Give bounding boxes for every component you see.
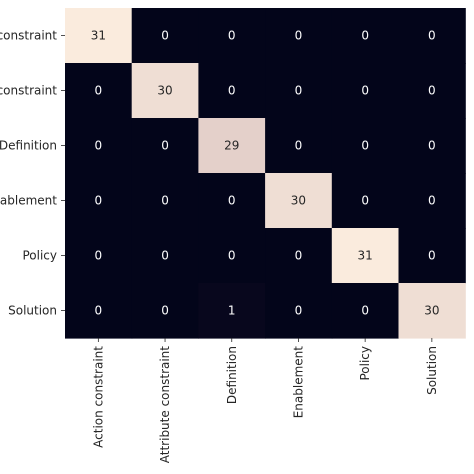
heatmap-cell-r3-c2 xyxy=(198,173,266,229)
cell-value-r5-c1: 0 xyxy=(161,304,169,318)
cell-value-r1-c4: 0 xyxy=(361,84,369,98)
heatmap-cell-r5-c2 xyxy=(198,283,266,339)
heatmap-cell-r5-c3 xyxy=(265,283,333,339)
heatmap-cell-r0-c0 xyxy=(65,8,133,64)
heatmap-cell-r2-c4 xyxy=(331,118,400,174)
cell-value-r0-c0: 31 xyxy=(91,29,106,43)
heatmap-cell-r3-c0 xyxy=(65,173,133,229)
cell-value-r2-c4: 0 xyxy=(361,139,369,153)
heatmap-cell-r1-c5 xyxy=(398,63,466,119)
cell-value-r0-c4: 0 xyxy=(361,29,369,43)
heatmap-cell-r4-c0 xyxy=(65,228,133,284)
cell-value-r0-c5: 0 xyxy=(428,29,436,43)
x-tick-label-4: Policy xyxy=(358,346,372,381)
x-tick-label-0: Action constraint xyxy=(91,346,105,448)
heatmap-cell-r5-c4 xyxy=(331,283,400,339)
heatmap-cell-r1-c3 xyxy=(265,63,333,119)
cell-value-r5-c4: 0 xyxy=(361,304,369,318)
heatmap-cell-r2-c2 xyxy=(198,118,266,174)
cell-value-r2-c3: 0 xyxy=(295,139,303,153)
y-tick-label-1: constraint xyxy=(0,84,57,98)
x-tick-label-3: Enablement xyxy=(291,346,305,419)
cell-value-r4-c4: 31 xyxy=(358,249,373,263)
heatmap-cell-r5-c5 xyxy=(398,283,466,339)
cell-value-r1-c1: 30 xyxy=(157,84,172,98)
heatmap-cell-r0-c2 xyxy=(198,8,266,64)
cell-value-r5-c5: 30 xyxy=(424,304,439,318)
cell-value-r1-c2: 0 xyxy=(228,84,236,98)
y-tick-labels: constraint constraint Definition ablement Po… xyxy=(0,29,65,318)
cell-value-r1-c5: 0 xyxy=(428,84,436,98)
cell-value-r1-c0: 0 xyxy=(95,84,103,98)
cell-value-r2-c5: 0 xyxy=(428,139,436,153)
heatmap-cell-r4-c5 xyxy=(398,228,466,284)
cell-value-r2-c1: 0 xyxy=(161,139,169,153)
heatmap-cell-r3-c3 xyxy=(265,173,333,229)
heatmap-cell-r2-c5 xyxy=(398,118,466,174)
heatmap-cell-r4-c2 xyxy=(198,228,266,284)
cell-value-r5-c0: 0 xyxy=(95,304,103,318)
cell-value-r0-c1: 0 xyxy=(161,29,169,43)
cell-value-r1-c3: 0 xyxy=(295,84,303,98)
heatmap-cell-r0-c3 xyxy=(265,8,333,64)
heatmap-cell-r1-c1 xyxy=(131,63,199,119)
heatmap-cell-r0-c4 xyxy=(331,8,400,64)
cell-value-r5-c3: 0 xyxy=(295,304,303,318)
heatmap-cell-r2-c0 xyxy=(65,118,133,174)
y-tick-label-5: Solution xyxy=(8,304,57,318)
cell-value-r2-c0: 0 xyxy=(95,139,103,153)
heatmap-cell-r3-c5 xyxy=(398,173,466,229)
cell-value-r0-c3: 0 xyxy=(295,29,303,43)
heatmap-cell-r3-c4 xyxy=(331,173,400,229)
heatmap-cell-r2-c3 xyxy=(265,118,333,174)
cell-value-r3-c2: 0 xyxy=(228,194,236,208)
heatmap-cell-r1-c0 xyxy=(65,63,133,119)
cell-annotations: 31 0 0 0 0 0 0 30 0 0 0 0 0 0 29 0 0 0 0 0 0 30 0 0 0 0 0 0 31 0 0 0 1 0 0… xyxy=(91,29,440,318)
cell-value-r5-c2: 1 xyxy=(228,304,236,318)
cell-value-r4-c3: 0 xyxy=(295,249,303,263)
heatmap-cells xyxy=(65,8,466,339)
heatmap-cell-r4-c4 xyxy=(331,228,400,284)
heatmap-cell-r0-c5 xyxy=(398,8,466,64)
x-tick-label-2: Definition xyxy=(225,346,239,404)
cell-value-r3-c1: 0 xyxy=(161,194,169,208)
x-tick-label-1: Attribute constraint xyxy=(158,346,172,464)
y-tick-label-3: ablement xyxy=(0,194,57,208)
cell-value-r0-c2: 0 xyxy=(228,29,236,43)
cell-value-r3-c4: 0 xyxy=(361,194,369,208)
heatmap-cell-r4-c3 xyxy=(265,228,333,284)
cell-value-r4-c0: 0 xyxy=(95,249,103,263)
y-tick-label-0: constraint xyxy=(0,29,57,43)
heatmap-cell-r5-c0 xyxy=(65,283,133,339)
heatmap-cell-r4-c1 xyxy=(131,228,199,284)
cell-value-r3-c0: 0 xyxy=(95,194,103,208)
cell-value-r3-c3: 30 xyxy=(291,194,306,208)
heatmap-cell-r1-c4 xyxy=(331,63,400,119)
y-tick-label-2: Definition xyxy=(0,139,57,153)
y-tick-label-4: Policy xyxy=(22,249,57,263)
x-tick-labels: Action constraint Attribute constraint Def… xyxy=(91,338,439,463)
cell-value-r3-c5: 0 xyxy=(428,194,436,208)
heatmap-cell-r3-c1 xyxy=(131,173,199,229)
heatmap-cell-r2-c1 xyxy=(131,118,199,174)
cell-value-r4-c2: 0 xyxy=(228,249,236,263)
x-tick-label-5: Solution xyxy=(425,346,439,395)
cell-value-r4-c1: 0 xyxy=(161,249,169,263)
cell-value-r2-c2: 29 xyxy=(224,139,239,153)
cell-value-r4-c5: 0 xyxy=(428,249,436,263)
heatmap-cell-r1-c2 xyxy=(198,63,266,119)
heatmap-cell-r0-c1 xyxy=(131,8,199,64)
heatmap-cell-r5-c1 xyxy=(131,283,199,339)
